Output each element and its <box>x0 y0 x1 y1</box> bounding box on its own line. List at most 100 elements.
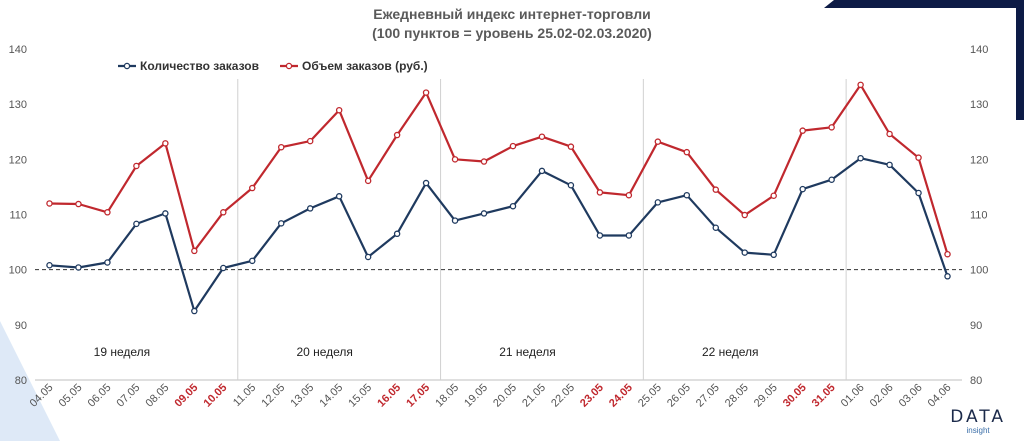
data-point-0 <box>683 191 691 199</box>
x-tick-label: 18.05 <box>433 382 461 410</box>
x-tick-label: 20.05 <box>491 382 519 410</box>
series-line-1 <box>49 83 949 255</box>
y-tick-label-right: 130 <box>970 99 988 111</box>
data-point-1 <box>770 192 777 199</box>
logo-text: DATA <box>950 407 1006 427</box>
data-point-0 <box>770 251 777 259</box>
x-tick-label: 13.05 <box>288 382 316 410</box>
data-point-1 <box>335 106 343 114</box>
x-tick-label: 28.05 <box>723 382 751 410</box>
data-point-1 <box>249 184 256 192</box>
y-tick-label-left: 120 <box>9 154 27 166</box>
data-point-1 <box>220 209 227 216</box>
x-tick-label: 24.05 <box>607 382 635 410</box>
data-point-0 <box>596 232 604 239</box>
data-point-1 <box>306 137 314 145</box>
data-point-0 <box>191 307 198 315</box>
y-tick-label-right: 120 <box>970 154 988 166</box>
data-point-1 <box>741 211 748 219</box>
data-point-0 <box>799 185 806 193</box>
data-point-0 <box>828 176 835 183</box>
data-point-0 <box>915 189 922 197</box>
y-tick-label-left: 130 <box>9 99 27 111</box>
data-point-1 <box>162 140 169 147</box>
series-line-0 <box>49 157 949 313</box>
data-point-1 <box>538 133 546 140</box>
data-point-1 <box>480 158 488 165</box>
data-point-0 <box>567 182 575 189</box>
data-point-0 <box>162 210 169 217</box>
week-label: 20 неделя <box>296 345 353 359</box>
data-point-1 <box>75 200 82 208</box>
x-tick-label: 29.05 <box>752 382 780 410</box>
data-point-1 <box>422 89 430 96</box>
data-point-0 <box>944 273 951 280</box>
data-point-1 <box>364 177 372 185</box>
week-label: 21 неделя <box>499 345 556 359</box>
data-point-0 <box>886 161 893 169</box>
x-tick-label: 07.05 <box>115 382 143 410</box>
x-tick-label: 08.05 <box>144 382 172 410</box>
y-tick-label-left: 140 <box>9 44 27 56</box>
data-point-1 <box>277 143 285 151</box>
data-point-0 <box>133 220 140 228</box>
data-point-0 <box>654 199 662 206</box>
y-tick-label-left: 80 <box>15 375 27 387</box>
x-tick-label: 12.05 <box>259 382 287 410</box>
x-tick-label: 21.05 <box>520 382 548 410</box>
data-insight-logo: DATA insight <box>950 407 1006 436</box>
data-point-1 <box>828 124 835 131</box>
data-point-0 <box>625 232 633 239</box>
data-point-0 <box>393 230 401 238</box>
x-tick-label: 23.05 <box>578 382 606 410</box>
y-tick-label-right: 110 <box>970 210 988 222</box>
x-tick-label: 30.05 <box>781 382 809 410</box>
data-point-0 <box>277 220 285 227</box>
data-point-0 <box>480 210 488 217</box>
legend-label-0: Количество заказов <box>140 59 259 73</box>
x-tick-label: 19.05 <box>462 382 490 410</box>
data-point-1 <box>799 127 806 134</box>
data-point-0 <box>220 264 227 272</box>
data-point-1 <box>451 156 459 163</box>
data-point-1 <box>654 138 662 145</box>
y-tick-label-right: 90 <box>970 320 982 332</box>
data-point-0 <box>104 259 111 266</box>
x-tick-label: 11.05 <box>231 382 258 409</box>
x-tick-label: 02.06 <box>868 382 896 410</box>
x-tick-label: 10.05 <box>201 382 229 410</box>
legend-marker-0 <box>123 62 131 70</box>
data-point-0 <box>364 253 372 261</box>
x-tick-label: 03.06 <box>897 382 925 410</box>
data-point-1 <box>567 143 575 150</box>
data-point-1 <box>683 148 691 156</box>
data-point-0 <box>306 205 314 212</box>
x-tick-label: 27.05 <box>694 382 722 410</box>
data-point-1 <box>915 154 922 161</box>
y-tick-label-right: 100 <box>970 265 988 277</box>
x-tick-label: 14.05 <box>317 382 345 410</box>
x-tick-label: 22.05 <box>549 382 577 410</box>
data-point-0 <box>46 262 53 269</box>
y-tick-label-left: 90 <box>15 320 27 332</box>
data-point-1 <box>509 142 517 150</box>
x-tick-label: 06.05 <box>86 382 114 410</box>
x-tick-label: 16.05 <box>375 382 403 410</box>
x-tick-label: 17.05 <box>404 382 432 410</box>
x-tick-label: 15.05 <box>346 382 374 410</box>
y-tick-label-right: 140 <box>970 44 988 56</box>
data-point-0 <box>538 167 546 175</box>
data-point-0 <box>422 179 430 187</box>
data-point-0 <box>857 154 864 162</box>
data-point-1 <box>886 130 893 138</box>
x-tick-label: 04.06 <box>926 382 954 410</box>
y-tick-label-left: 110 <box>9 210 27 222</box>
data-point-1 <box>104 209 111 216</box>
y-tick-label-right: 80 <box>970 375 982 387</box>
legend-label-1: Объем заказов (руб.) <box>302 59 428 73</box>
data-point-0 <box>451 217 459 224</box>
x-tick-label: 05.05 <box>57 382 85 410</box>
y-tick-label-left: 100 <box>9 265 27 277</box>
x-tick-label: 26.05 <box>665 382 693 410</box>
